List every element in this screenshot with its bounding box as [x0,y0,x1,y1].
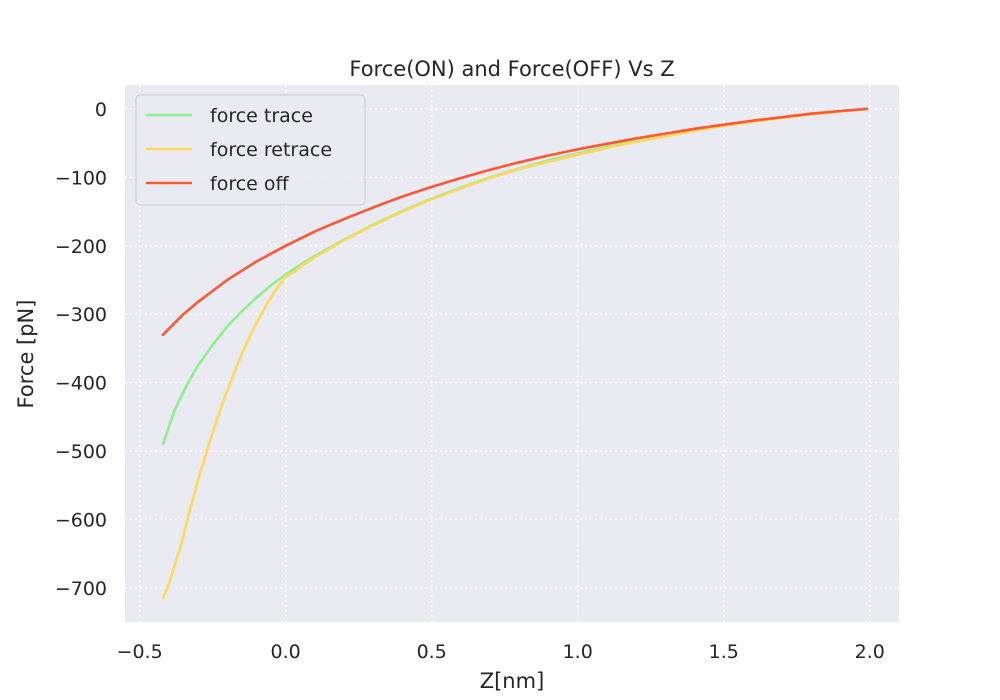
legend-label: force retrace [210,139,332,161]
y-tick-label: −400 [55,373,107,395]
chart-title: Force(ON) and Force(OFF) Vs Z [349,57,674,81]
y-tick-label: −200 [55,236,107,258]
x-tick-label: 2.0 [855,641,885,663]
series-lines [161,107,869,600]
legend-label: force off [210,173,290,195]
y-tick-label: −500 [55,441,107,463]
y-tick-label: 0 [95,99,107,121]
series-line-force-off [161,107,869,336]
x-tick-label: 0.0 [271,641,301,663]
x-axis-ticks: −0.5 0.0 0.5 1.0 1.5 2.0 [117,641,885,663]
y-axis-ticks: 0 −100 −200 −300 −400 −500 −600 −700 [55,99,107,600]
y-tick-label: −600 [55,509,107,531]
y-tick-label: −300 [55,304,107,326]
grid-lines [125,85,899,622]
y-tick-label: −700 [55,578,107,600]
x-tick-label: 1.5 [709,641,739,663]
x-tick-label: −0.5 [117,641,163,663]
legend-label: force trace [210,105,313,127]
y-tick-label: −100 [55,167,107,189]
y-axis-label: Force [pN] [14,300,38,409]
x-tick-label: 1.0 [563,641,593,663]
legend: force trace force retrace force off [135,94,366,206]
series-line-force-retrace [161,107,869,600]
x-axis-label: Z[nm] [480,669,545,693]
legend-box [135,94,366,206]
x-tick-label: 0.5 [417,641,447,663]
